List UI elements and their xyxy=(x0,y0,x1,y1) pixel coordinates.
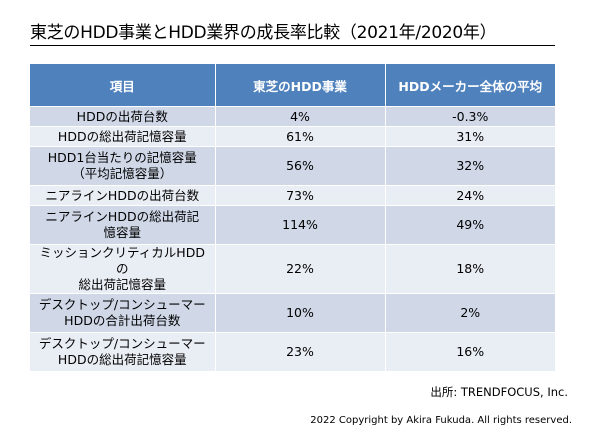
row-average-value: 49% xyxy=(385,205,555,245)
row-item-line2: HDDの総出荷記憶容量 xyxy=(57,352,187,367)
table-row: ミッションクリティカルHDDの 総出荷記憶容量 22% 18% xyxy=(30,244,555,294)
row-item-line2: （平均記憶容量） xyxy=(72,166,173,181)
source-note: 出所: TRENDFOCUS, Inc. xyxy=(430,385,568,399)
row-item-cell: ニアラインHDDの総出荷記 憶容量 xyxy=(30,205,216,245)
table-row: HDDの出荷台数 4% -0.3% xyxy=(30,106,555,127)
row-item-line1: HDDの出荷台数 xyxy=(76,108,168,124)
row-item-line1: デスクトップ/コンシューマー xyxy=(38,336,206,351)
title-underline xyxy=(30,45,555,46)
table-row: ニアラインHDDの総出荷記 憶容量 114% 49% xyxy=(30,205,555,245)
row-toshiba-value: 61% xyxy=(215,126,386,147)
row-average-value: -0.3% xyxy=(385,106,555,127)
row-item-line1: ミッションクリティカルHDDの xyxy=(39,245,205,276)
row-item-cell: デスクトップ/コンシューマー HDDの総出荷記憶容量 xyxy=(30,332,216,371)
row-item-line1: HDDの総出荷記憶容量 xyxy=(57,128,187,144)
row-item-cell: ミッションクリティカルHDDの 総出荷記憶容量 xyxy=(30,244,216,294)
row-toshiba-value: 10% xyxy=(215,293,386,333)
row-average-value: 18% xyxy=(385,244,555,294)
header-item: 項目 xyxy=(30,64,216,107)
table-row: デスクトップ/コンシューマー HDDの総出荷記憶容量 23% 16% xyxy=(30,332,555,371)
row-average-value: 32% xyxy=(385,146,555,186)
slide-title: 東芝のHDD事業とHDD業界の成長率比較（2021年/2020年） xyxy=(30,23,497,43)
row-item-line2: HDDの合計出荷台数 xyxy=(64,313,181,328)
row-item-cell: HDDの総出荷記憶容量 xyxy=(30,126,216,147)
row-item-line1: HDD1台当たりの記憶容量 xyxy=(47,150,197,165)
row-average-value: 24% xyxy=(385,185,555,206)
row-item-cell: HDDの出荷台数 xyxy=(30,106,216,127)
row-item-cell: デスクトップ/コンシューマー HDDの合計出荷台数 xyxy=(30,293,216,333)
row-item-cell: HDD1台当たりの記憶容量 （平均記憶容量） xyxy=(30,146,216,186)
row-toshiba-value: 56% xyxy=(215,146,386,186)
row-average-value: 16% xyxy=(385,332,555,371)
comparison-table: 項目 東芝のHDD事業 HDDメーカー全体の平均 HDDの出荷台数 4% -0.… xyxy=(30,64,555,371)
row-average-value: 31% xyxy=(385,126,555,147)
header-average: HDDメーカー全体の平均 xyxy=(385,64,555,107)
row-toshiba-value: 73% xyxy=(215,185,386,206)
header-toshiba: 東芝のHDD事業 xyxy=(215,64,386,107)
row-toshiba-value: 114% xyxy=(215,205,386,245)
row-average-value: 2% xyxy=(385,293,555,333)
table-row: ニアラインHDDの出荷台数 73% 24% xyxy=(30,185,555,206)
row-toshiba-value: 23% xyxy=(215,332,386,371)
row-toshiba-value: 4% xyxy=(215,106,386,127)
row-item-line1: ニアラインHDDの出荷台数 xyxy=(45,187,200,203)
row-item-line1: デスクトップ/コンシューマー xyxy=(38,297,206,312)
row-item-line1: ニアラインHDDの総出荷記 xyxy=(45,209,200,224)
row-item-line2: 憶容量 xyxy=(103,225,141,240)
table-row: HDDの総出荷記憶容量 61% 31% xyxy=(30,126,555,147)
table-header-row: 項目 東芝のHDD事業 HDDメーカー全体の平均 xyxy=(30,64,555,107)
table-row: デスクトップ/コンシューマー HDDの合計出荷台数 10% 2% xyxy=(30,293,555,333)
row-item-cell: ニアラインHDDの出荷台数 xyxy=(30,185,216,206)
table-row: HDD1台当たりの記憶容量 （平均記憶容量） 56% 32% xyxy=(30,146,555,186)
row-toshiba-value: 22% xyxy=(215,244,386,294)
row-item-line2: 総出荷記憶容量 xyxy=(78,277,166,292)
copyright-notice: 2022 Copyright by Akira Fukuda. All righ… xyxy=(310,415,572,426)
